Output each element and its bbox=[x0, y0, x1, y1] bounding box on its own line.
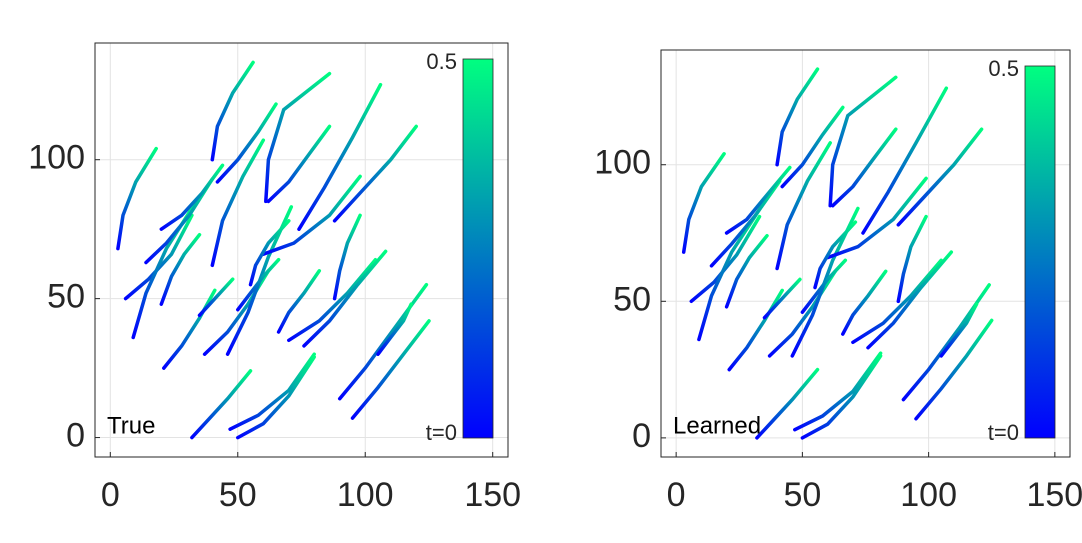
trajectory bbox=[228, 352, 316, 431]
trajectory bbox=[116, 146, 158, 251]
annotation: True bbox=[107, 412, 155, 439]
trajectory bbox=[681, 152, 726, 254]
trajectory bbox=[159, 232, 202, 306]
trajectory bbox=[775, 141, 832, 271]
trajectory bbox=[287, 257, 378, 343]
colorbar bbox=[1024, 65, 1056, 439]
trajectory bbox=[159, 163, 225, 231]
colorbar bbox=[462, 58, 494, 439]
colorbar-label: t=0 bbox=[426, 420, 457, 445]
x-tick-label: 100 bbox=[900, 476, 957, 514]
x-tick-label: 150 bbox=[464, 476, 521, 514]
trajectory bbox=[210, 138, 266, 268]
trajectory bbox=[762, 277, 802, 320]
trajectory bbox=[302, 249, 388, 348]
trajectory bbox=[755, 367, 820, 440]
trajectory bbox=[727, 288, 784, 372]
trajectory bbox=[800, 354, 883, 440]
trajectory bbox=[830, 127, 898, 208]
x-tick-label: 0 bbox=[667, 476, 686, 514]
annotation: Learned bbox=[673, 412, 761, 439]
trajectory bbox=[261, 174, 362, 256]
trajectory bbox=[851, 258, 943, 345]
trajectory bbox=[800, 258, 848, 314]
trajectory bbox=[724, 165, 792, 235]
x-tick-label: 50 bbox=[783, 476, 821, 514]
trajectory bbox=[215, 102, 278, 184]
trajectory bbox=[297, 82, 383, 231]
y-tick-label: 0 bbox=[632, 417, 651, 455]
axes-box bbox=[94, 42, 509, 458]
y-tick-label: 100 bbox=[594, 144, 651, 182]
trajectory bbox=[939, 302, 979, 358]
trajectory bbox=[697, 203, 764, 342]
trajectory bbox=[866, 250, 954, 350]
y-tick-label: 100 bbox=[28, 139, 85, 177]
trajectory bbox=[828, 75, 898, 208]
y-tick-label: 0 bbox=[66, 417, 85, 455]
x-tick-label: 100 bbox=[337, 476, 394, 514]
trajectory bbox=[210, 60, 255, 162]
y-tick-label: 50 bbox=[613, 280, 651, 318]
trajectory bbox=[144, 177, 215, 265]
trajectory bbox=[236, 355, 316, 440]
trajectory bbox=[162, 288, 217, 370]
trajectory bbox=[896, 127, 984, 227]
colorbar-label: 0.5 bbox=[988, 56, 1019, 81]
trajectory bbox=[825, 176, 928, 260]
trajectory bbox=[266, 124, 332, 204]
x-tick-label: 150 bbox=[1026, 476, 1082, 514]
trajectory bbox=[190, 369, 253, 440]
trajectory bbox=[775, 67, 820, 167]
trajectory bbox=[724, 233, 769, 309]
colorbar-label: t=0 bbox=[988, 420, 1019, 445]
trajectory bbox=[332, 124, 418, 223]
trajectory bbox=[896, 214, 928, 304]
trajectory bbox=[793, 351, 883, 432]
x-tick-label: 0 bbox=[101, 476, 120, 514]
y-tick-label: 50 bbox=[47, 278, 85, 316]
trajectory bbox=[813, 220, 858, 290]
trajectory bbox=[236, 257, 281, 312]
trajectory bbox=[264, 71, 332, 204]
trajectory bbox=[332, 213, 362, 301]
axes-box bbox=[660, 49, 1071, 458]
colorbar-label: 0.5 bbox=[426, 49, 457, 74]
trajectory bbox=[841, 269, 888, 336]
trajectory bbox=[861, 86, 949, 235]
x-tick-label: 50 bbox=[219, 476, 257, 514]
trajectory bbox=[709, 179, 782, 268]
trajectory bbox=[376, 302, 413, 356]
trajectory bbox=[276, 269, 322, 334]
trajectory bbox=[914, 318, 994, 421]
trajectory bbox=[197, 277, 235, 318]
trajectory bbox=[248, 219, 291, 287]
trajectory bbox=[350, 319, 431, 420]
trajectory bbox=[780, 105, 845, 189]
